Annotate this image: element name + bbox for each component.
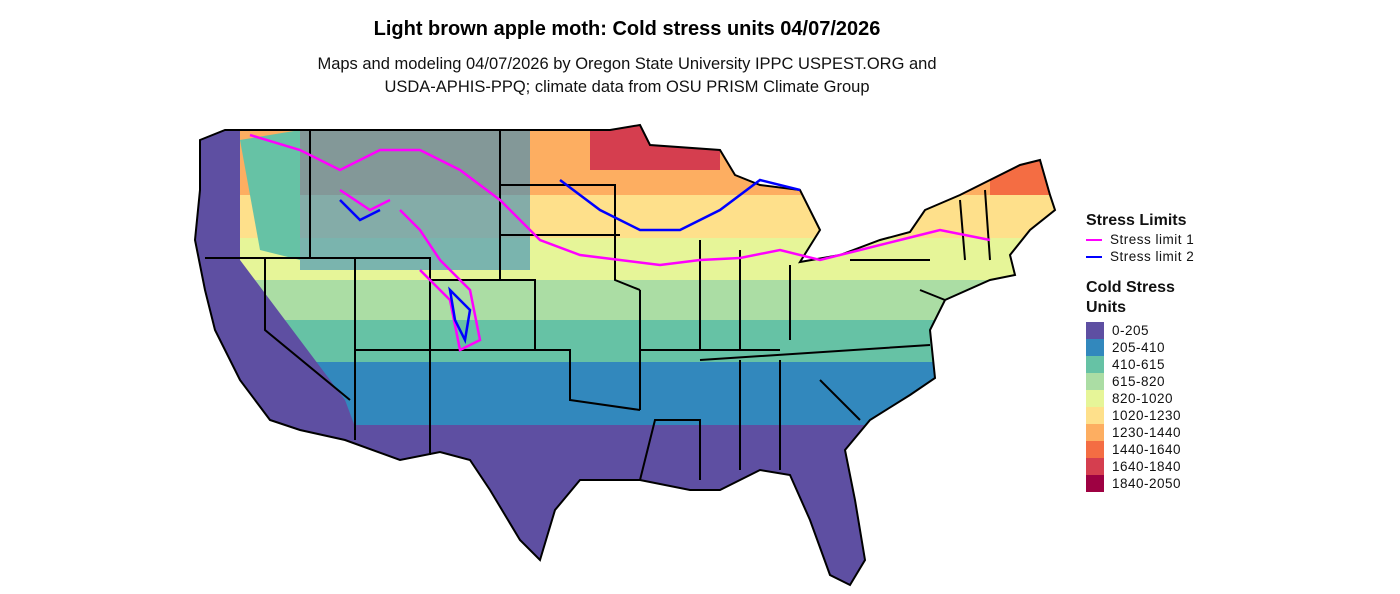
- color-swatch: [1086, 356, 1104, 373]
- units-legend-classes: 0-205 205-410 410-615 615-820 820-1020 1020-1…: [1086, 322, 1194, 492]
- color-swatch: [1086, 390, 1104, 407]
- stress-limit-2-rockies: [339, 199, 472, 344]
- stress-limit-lines: [249, 133, 991, 352]
- legend-item-class: 1440-1640: [1086, 441, 1194, 458]
- units-legend-title-1: Cold Stress: [1086, 279, 1175, 296]
- band-410-615: [195, 320, 1055, 365]
- legend-label: Stress limit 2: [1110, 249, 1195, 264]
- legend-item-class: 820-1020: [1086, 390, 1194, 407]
- map-subtitle-line1: Maps and modeling 04/07/2026 by Oregon S…: [317, 55, 937, 73]
- legend-label: 1230-1440: [1112, 425, 1182, 440]
- cold-stress-raster: [195, 125, 1055, 585]
- west-coast-region: [195, 125, 360, 440]
- color-swatch: [1086, 458, 1104, 475]
- legend-item-class: 1020-1230: [1086, 407, 1194, 424]
- stress-limit-1-rockies: [339, 188, 482, 352]
- stress-limit-1-line: [249, 133, 991, 267]
- legend-label: 1640-1840: [1112, 459, 1182, 474]
- magenta-line-icon: [1086, 238, 1102, 241]
- pnw-interior: [240, 130, 300, 260]
- color-swatch: [1086, 339, 1104, 356]
- map-subtitle-line2: USDA-APHIS-PPQ; climate data from OSU PR…: [384, 78, 870, 96]
- legend-label: 615-820: [1112, 374, 1166, 389]
- legend-label: 1020-1230: [1112, 408, 1182, 423]
- legend-label: 1840-2050: [1112, 476, 1182, 491]
- legend: Stress Limits Stress limit 1 Stress limi…: [1086, 211, 1194, 492]
- stress-limit-2-line: [559, 178, 801, 232]
- band-0-205: [195, 425, 1055, 585]
- stress-limits-legend-title: Stress Limits: [1086, 212, 1187, 229]
- color-swatch: [1086, 475, 1104, 492]
- state-borders: [194, 124, 1056, 586]
- legend-label: 1440-1640: [1112, 442, 1182, 457]
- band-615-820: [195, 280, 1055, 322]
- color-swatch: [1086, 441, 1104, 458]
- mountain-west-region: [300, 130, 530, 270]
- color-swatch: [1086, 424, 1104, 441]
- legend-item-class: 615-820: [1086, 373, 1194, 390]
- legend-item-class: 1230-1440: [1086, 424, 1194, 441]
- legend-item-class: 1840-2050: [1086, 475, 1194, 492]
- legend-label: Stress limit 1: [1110, 232, 1195, 247]
- color-swatch: [1086, 407, 1104, 424]
- legend-label: 205-410: [1112, 340, 1166, 355]
- legend-label: 0-205: [1112, 323, 1150, 338]
- blue-line-icon: [1086, 255, 1102, 258]
- us-cold-stress-map: [194, 124, 1056, 586]
- legend-item-stress-limit-2: Stress limit 2: [1086, 248, 1194, 265]
- legend-label: 410-615: [1112, 357, 1166, 372]
- color-swatch: [1086, 373, 1104, 390]
- legend-item-class: 410-615: [1086, 356, 1194, 373]
- legend-item-stress-limit-1: Stress limit 1: [1086, 231, 1194, 248]
- legend-item-class: 1640-1840: [1086, 458, 1194, 475]
- legend-item-class: 205-410: [1086, 339, 1194, 356]
- map-title: Light brown apple moth: Cold stress unit…: [373, 18, 881, 40]
- units-legend-title-2: Units: [1086, 299, 1126, 316]
- legend-label: 820-1020: [1112, 391, 1174, 406]
- color-swatch: [1086, 322, 1104, 339]
- legend-item-class: 0-205: [1086, 322, 1194, 339]
